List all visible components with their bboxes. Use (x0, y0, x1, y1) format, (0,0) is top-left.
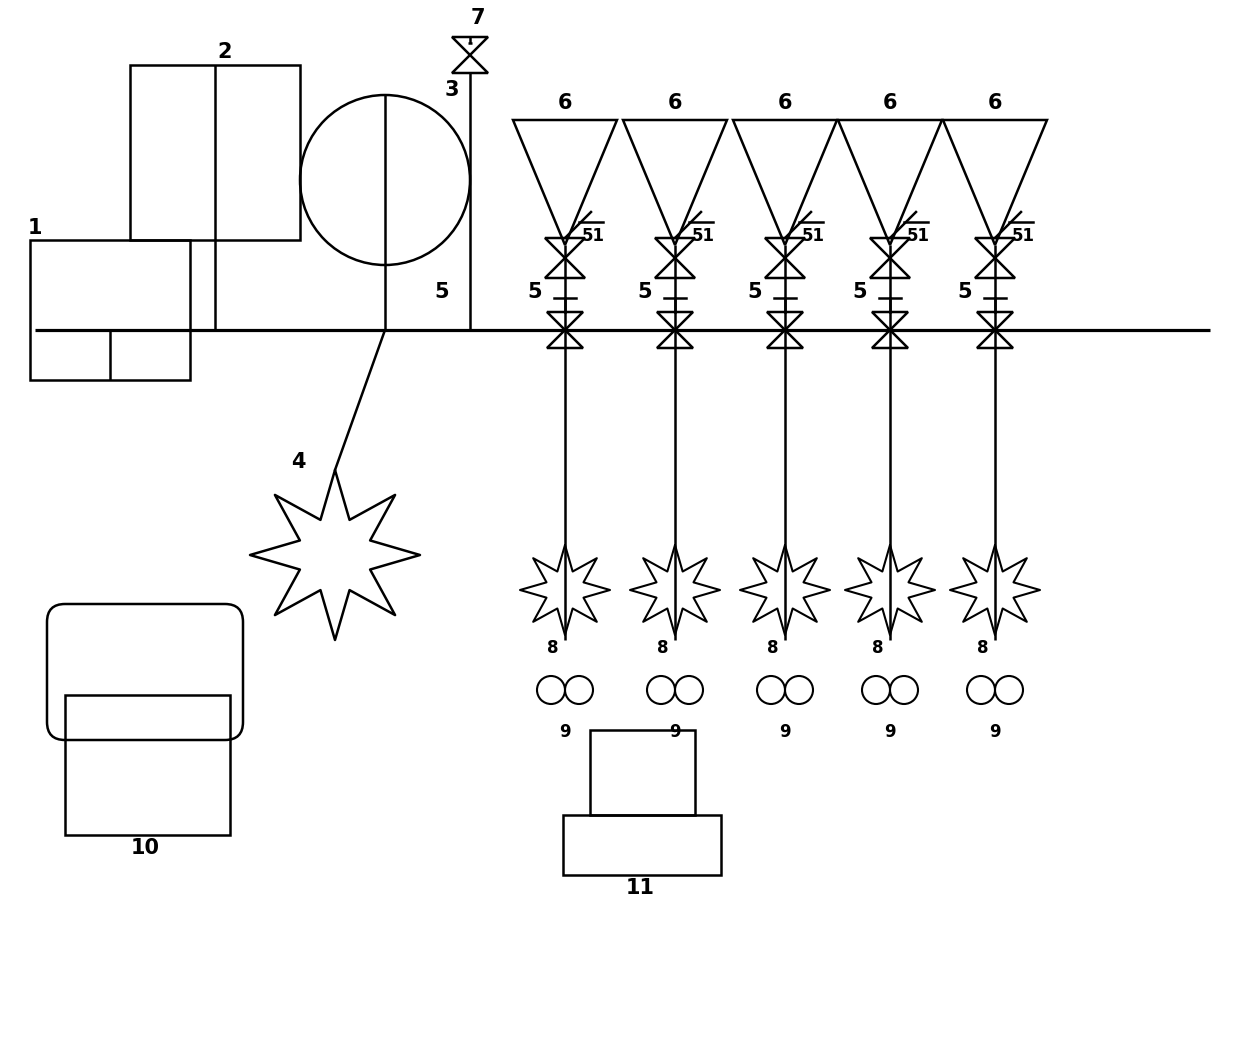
Text: 11: 11 (625, 878, 655, 898)
Text: 51: 51 (906, 227, 930, 245)
Text: 51: 51 (692, 227, 714, 245)
Bar (590, 730, 694, 815)
Text: 5: 5 (957, 282, 972, 302)
Text: 51: 51 (1012, 227, 1034, 245)
Text: 3: 3 (445, 80, 459, 100)
Text: 5: 5 (853, 282, 867, 302)
Text: 8: 8 (768, 639, 779, 657)
Text: 2: 2 (218, 42, 232, 62)
Text: 5: 5 (435, 282, 449, 302)
Text: 8: 8 (872, 639, 884, 657)
Text: 5: 5 (528, 282, 542, 302)
Text: 9: 9 (779, 723, 791, 741)
Text: 1: 1 (27, 218, 42, 238)
Text: 9: 9 (559, 723, 570, 741)
Bar (64, 695, 229, 835)
Text: 4: 4 (290, 452, 305, 472)
Text: 6: 6 (668, 93, 682, 113)
Text: 5: 5 (748, 282, 763, 302)
Text: 8: 8 (547, 639, 559, 657)
Text: 6: 6 (988, 93, 1002, 113)
Text: 10: 10 (130, 838, 160, 858)
Bar (563, 815, 720, 875)
Text: 8: 8 (657, 639, 668, 657)
Text: 5: 5 (637, 282, 652, 302)
Bar (30, 240, 190, 380)
Text: 9: 9 (884, 723, 895, 741)
Text: 8: 8 (977, 639, 988, 657)
Text: 51: 51 (582, 227, 605, 245)
Text: 9: 9 (670, 723, 681, 741)
Text: 51: 51 (801, 227, 825, 245)
Text: 6: 6 (883, 93, 898, 113)
Text: 6: 6 (558, 93, 572, 113)
Text: 9: 9 (990, 723, 1001, 741)
Bar (130, 65, 300, 240)
Text: 7: 7 (471, 8, 485, 28)
Text: 6: 6 (777, 93, 792, 113)
